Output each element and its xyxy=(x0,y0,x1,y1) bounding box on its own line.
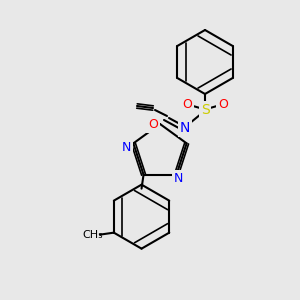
Text: N: N xyxy=(122,141,131,154)
Text: N: N xyxy=(174,172,183,185)
Text: O: O xyxy=(148,118,158,130)
Text: N: N xyxy=(180,121,190,135)
Text: O: O xyxy=(218,98,228,110)
Text: CH₃: CH₃ xyxy=(82,230,103,240)
Text: S: S xyxy=(201,103,209,117)
Text: O: O xyxy=(182,98,192,110)
